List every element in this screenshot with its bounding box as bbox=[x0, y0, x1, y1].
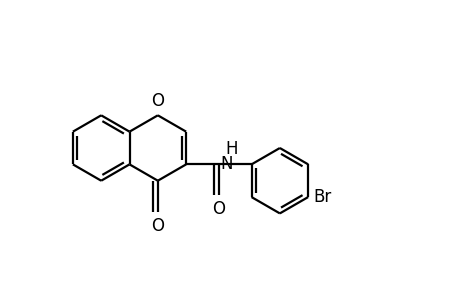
Text: O: O bbox=[151, 92, 164, 110]
Text: O: O bbox=[151, 217, 164, 235]
Text: H: H bbox=[225, 140, 238, 158]
Text: Br: Br bbox=[313, 188, 330, 206]
Text: N: N bbox=[220, 155, 233, 173]
Text: O: O bbox=[212, 200, 225, 218]
